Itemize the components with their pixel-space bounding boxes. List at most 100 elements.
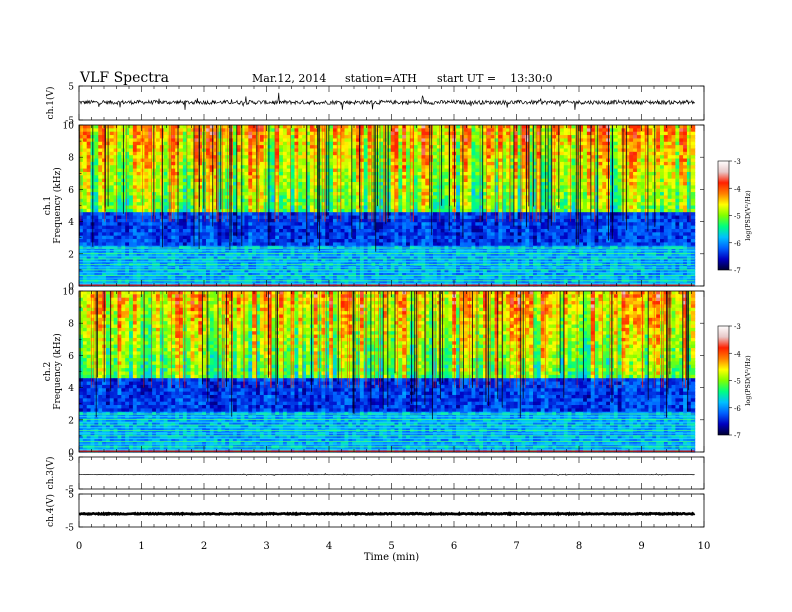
ch1-spectrogram-cell (625, 151, 630, 156)
ch1-spectrogram-cell (509, 128, 515, 133)
ch1-spectrogram-cell (540, 182, 546, 186)
ch1-spectrogram-cell (633, 185, 638, 190)
ch1-spectrogram-cell (494, 178, 499, 183)
ch1-spectrogram-cell (344, 185, 349, 190)
ch1-spectrogram-cell (625, 222, 630, 227)
ch1-spectrogram-cell (148, 192, 153, 197)
ch1-spectrogram-cell (125, 128, 130, 133)
ch1-spectrogram-cell (386, 155, 392, 160)
ch1-spectrogram-cell (559, 171, 565, 176)
ch1-spectrogram-cell (171, 165, 176, 170)
ch1-spectrogram-cell (117, 155, 122, 160)
ch1-spectrogram-cell (348, 128, 353, 133)
ch1-spectrogram-cell (590, 165, 596, 170)
ch1-spectrogram-cell (590, 145, 596, 150)
ch1-spectrogram-cell (456, 205, 461, 210)
ch1-spectrogram-cell (486, 185, 492, 190)
ch1-spectrogram-cell (109, 168, 115, 173)
ch1-spectrogram-cell (648, 161, 653, 166)
ch1-spectrogram-cell (279, 205, 284, 210)
ch1-spectrogram-cell (475, 185, 480, 190)
ch1-spectrogram-cell (182, 175, 188, 180)
ch1-spectrogram-cell (663, 131, 669, 136)
ch1-spectrogram-cell (629, 161, 634, 166)
ch1-spectrogram-cell (686, 205, 692, 210)
ch1-spectrogram-cell (179, 171, 184, 176)
ch1-spectrogram-cell (517, 198, 523, 203)
ch1-spectrogram-cell (521, 182, 526, 186)
ch1-spectrogram-cell (621, 192, 626, 197)
ch1-spectrogram-cell (521, 135, 526, 140)
ch1-spectrogram-cell (586, 131, 592, 136)
ch1-spectrogram-cell (556, 192, 561, 197)
ch1-spectrogram-cell (163, 138, 169, 143)
ch1-spectrogram-cell (136, 128, 142, 133)
ch1-spectrogram-cell (448, 155, 453, 160)
ch1-spectrogram-cell (513, 171, 519, 176)
ch1-spectrogram-cell (586, 145, 592, 150)
ch1-spectrogram-cell (294, 202, 299, 207)
ch1-spectrogram-cell (213, 131, 219, 136)
ch1-spectrogram-cell (336, 208, 342, 213)
ch1-spectrogram-cell (232, 128, 238, 133)
ch1-spectrogram-cell (640, 161, 646, 166)
ch1-spectrogram-cell (559, 205, 565, 210)
ch1-spectrogram-cell (148, 171, 153, 176)
ch1-spectrogram-cell (536, 135, 542, 140)
ch1-spectrogram-cell (671, 168, 676, 173)
ch1-spectrogram-cell (409, 151, 415, 156)
ch1-spectrogram-cell (144, 178, 149, 183)
ch1-spectrogram-cell (255, 151, 261, 156)
ch1-spectrogram-cell (421, 168, 426, 173)
ch1-spectrogram-cell (390, 185, 396, 190)
ch1-spectrogram-cell (394, 195, 399, 200)
ch1-spectrogram-cell (252, 128, 257, 133)
ch1-spectrogram-cell (498, 218, 503, 223)
ch1-spectrogram-cell (567, 131, 573, 136)
ch1-spectrogram-cell (325, 131, 330, 136)
ch1-spectrogram-cell (613, 151, 619, 156)
ch1-spectrogram-cell (544, 125, 550, 129)
ch1-spectrogram-cell (136, 165, 142, 170)
ch1-spectrogram-cell (302, 128, 307, 133)
ch1-spectrogram-cell (517, 222, 523, 227)
ch1-spectrogram-cell (282, 145, 288, 150)
ch1-spectrogram-cell (548, 175, 553, 180)
ch1-spectrogram-cell (179, 215, 184, 220)
ch1-spectrogram-cell (194, 155, 199, 160)
ch1-spectrogram-cell (421, 218, 426, 223)
ch1-spectrogram-cell (479, 178, 484, 183)
ch1-spectrogram-cell (352, 151, 357, 156)
ch1-spectrogram-cell (683, 195, 688, 200)
ch1-spectrogram-cell (690, 141, 696, 146)
ch1-spectrogram-cell (363, 171, 369, 176)
ch1-spectrogram-cell (559, 185, 565, 190)
ch1-spectrogram-cell (159, 125, 165, 129)
ch1-spectrogram-cell (544, 138, 550, 143)
ch1-spectrogram-cell (155, 198, 161, 203)
ch1-spectrogram-cell (294, 208, 299, 213)
ch1-spectrogram-cell (617, 135, 623, 140)
ch1-spectrogram-cell (671, 198, 676, 203)
ch1-spectrogram-cell (382, 168, 388, 173)
ch1-spectrogram-cell (175, 198, 180, 203)
ch1-spectrogram-cell (502, 158, 507, 163)
ch1-spectrogram-cell (444, 222, 449, 227)
ch1-spectrogram-cell (679, 168, 684, 173)
ch1-spectrogram-cell (506, 158, 511, 163)
ch1-spectrogram-cell (463, 171, 469, 176)
ch1-spectrogram-cell (148, 141, 153, 146)
ch1-spectrogram-cell (683, 222, 688, 227)
ch1-spectrogram-cell (602, 175, 607, 180)
ch1-spectrogram-cell (182, 218, 188, 223)
ch1-spectrogram-cell (352, 208, 357, 213)
ch1-spectrogram-cell (236, 182, 242, 186)
ch1-spectrogram-cell (82, 135, 88, 140)
ch1-spectrogram-cell (267, 171, 272, 176)
ch1-spectrogram-cell (648, 175, 653, 180)
ch1-spectrogram-cell (633, 188, 638, 193)
ch1-spectrogram-cell (656, 145, 661, 150)
ch1-spectrogram-cell (559, 168, 565, 173)
ch1-spectrogram-cell (598, 145, 603, 150)
ch1-spectrogram-cell (421, 148, 426, 153)
